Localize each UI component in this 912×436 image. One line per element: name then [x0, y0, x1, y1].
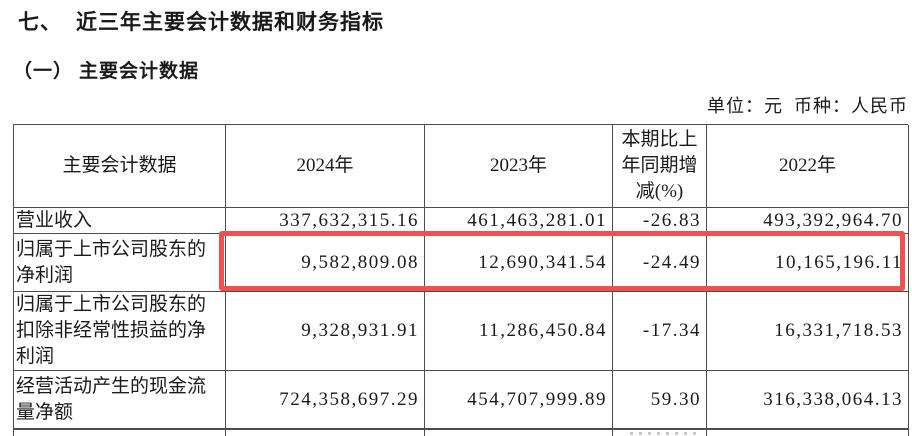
net-profit-2023: 12,690,341.54 — [425, 234, 613, 292]
subsection-title: （一） 主要会计数据 — [13, 56, 199, 83]
column-header-2024: 2024年 — [226, 125, 425, 208]
section-number: 七、 — [18, 10, 62, 34]
operating-revenue-change: -26.83 — [613, 208, 707, 234]
subsection-text: 主要会计数据 — [79, 61, 200, 82]
operating-cash-flow-2022: 316,338,064.13 — [707, 371, 909, 430]
accounting-data-table: 主要会计数据 2024年 2023年 本期比上 年同期增 减(%) 2022年 … — [13, 124, 909, 436]
net-profit-excl-2024: 9,328,931.91 — [226, 292, 425, 371]
clipped-row-cell — [425, 430, 613, 436]
row-label-net-profit-excl-nonrecurring: 归属于上市公司股东的 扣除非经常性损益的净 利润 — [14, 292, 226, 371]
column-header-2022: 2022年 — [707, 125, 909, 208]
operating-cash-flow-change: 59.30 — [613, 371, 707, 430]
net-profit-2022: 10,165,196.11 — [707, 234, 909, 292]
net-profit-change: -24.49 — [613, 234, 707, 292]
net-profit-excl-2022: 16,331,718.53 — [707, 292, 909, 371]
operating-revenue-2022: 493,392,964.70 — [707, 208, 909, 234]
clipped-row-cell — [226, 430, 425, 436]
column-header-change: 本期比上 年同期增 减(%) — [613, 125, 707, 208]
net-profit-excl-2023: 11,286,450.84 — [425, 292, 613, 371]
operating-cash-flow-2023: 454,707,999.89 — [425, 371, 613, 430]
column-header-metric: 主要会计数据 — [14, 125, 226, 208]
section-title: 七、 近三年主要会计数据和财务指标 — [18, 6, 384, 36]
clipped-row-cell — [14, 430, 226, 436]
row-label-operating-cash-flow: 经营活动产生的现金流 量净额 — [14, 371, 226, 430]
operating-revenue-2024: 337,632,315.16 — [226, 208, 425, 234]
section-text: 近三年主要会计数据和财务指标 — [76, 10, 384, 34]
clipped-row-cell — [707, 430, 909, 436]
subsection-number: （一） — [13, 61, 74, 82]
operating-cash-flow-2024: 724,358,697.29 — [226, 371, 425, 430]
unit-note: 单位：元 币种：人民币 — [707, 96, 908, 116]
column-header-2023: 2023年 — [425, 125, 613, 208]
net-profit-2024: 9,582,809.08 — [226, 234, 425, 292]
clipped-row-cell — [613, 430, 707, 436]
row-label-net-profit: 归属于上市公司股东的 净利润 — [14, 234, 226, 292]
row-label-operating-revenue: 营业收入 — [14, 208, 226, 234]
net-profit-excl-change: -17.34 — [613, 292, 707, 371]
operating-revenue-2023: 461,463,281.01 — [425, 208, 613, 234]
clipped-text-fragment — [630, 432, 702, 435]
